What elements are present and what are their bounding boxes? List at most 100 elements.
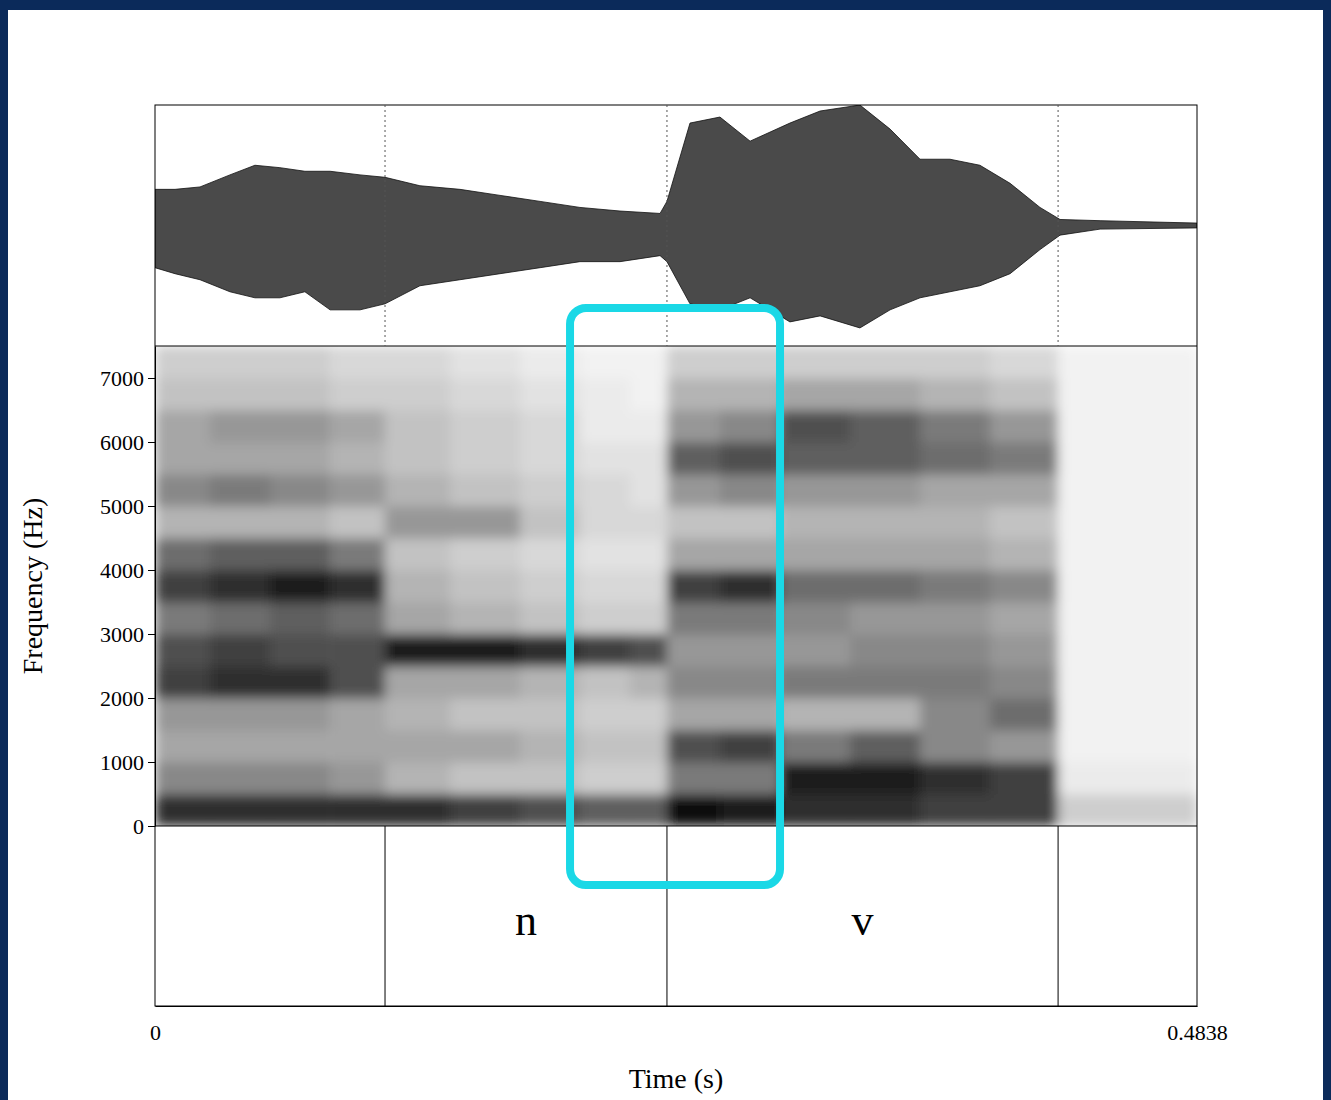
spectrogram-cell — [920, 794, 990, 826]
spectrogram-cell — [920, 698, 990, 731]
spectrogram-cell — [450, 410, 520, 443]
spectrogram-cell — [450, 378, 520, 411]
boundary-dotted — [1058, 105, 1059, 346]
spectrogram-cell — [450, 538, 520, 571]
spectrogram-cell — [850, 378, 920, 411]
spectrogram-cell — [580, 762, 630, 795]
spectrogram-cell — [990, 762, 1059, 795]
spectrogram-cell — [270, 346, 331, 379]
spectrogram-cell — [330, 666, 385, 699]
spectrogram-cell — [720, 474, 781, 507]
spectrogram-cell — [1058, 442, 1197, 475]
spectrogram-cell — [780, 474, 850, 507]
spectrogram-cell — [850, 762, 920, 795]
spectrogram-cell — [450, 730, 520, 763]
y-axis-line — [155, 347, 156, 827]
page-border — [0, 0, 1331, 1100]
spectrogram-cell — [920, 410, 990, 443]
spectrogram-cell — [155, 634, 210, 667]
spectrogram-cell — [155, 602, 210, 635]
y-tick-mark — [148, 378, 155, 379]
spectrogram-cells — [155, 346, 1197, 826]
spectrogram-cell — [385, 538, 451, 571]
y-tick-label: 6000 — [100, 430, 144, 455]
spectrogram-cell — [630, 634, 668, 667]
spectrogram-cell — [580, 474, 630, 507]
spectrogram-cell — [580, 698, 630, 731]
spectrogram-cell — [210, 378, 271, 411]
spectrogram-ground — [155, 346, 1197, 826]
y-tick: 1000 — [100, 750, 155, 775]
spectrogram-cell — [210, 730, 271, 763]
spectrogram-cell — [580, 666, 630, 699]
spectrogram-cell — [450, 762, 520, 795]
spectrogram-cell — [330, 346, 385, 379]
frame-divider — [155, 826, 1197, 827]
spectrogram-cell — [385, 730, 451, 763]
spectrogram-cell — [385, 410, 451, 443]
y-tick: 7000 — [100, 366, 155, 391]
spectrogram-cell — [850, 730, 920, 763]
y-tick-label: 7000 — [100, 366, 144, 391]
frame — [155, 105, 1197, 1006]
spectrogram-cell — [580, 378, 630, 411]
y-tick-mark — [148, 698, 155, 699]
spectrogram-cell — [155, 538, 210, 571]
spectrogram-cell — [385, 698, 451, 731]
spectrogram-cell — [580, 506, 630, 539]
y-tick-label: 0 — [133, 814, 144, 839]
y-tick: 3000 — [100, 622, 155, 647]
spectrogram-cell — [990, 570, 1059, 603]
spectrogram-cell — [270, 762, 331, 795]
spectrogram-cell — [580, 346, 630, 379]
spectrogram-cell — [385, 378, 451, 411]
spectrogram-cell — [667, 698, 720, 731]
spectrogram-cell — [580, 410, 630, 443]
spectrogram-cell — [850, 794, 920, 826]
spectrogram-cell — [850, 666, 920, 699]
spectrogram-cell — [990, 794, 1059, 826]
spectrogram-cell — [850, 410, 920, 443]
spectrogram-cell — [155, 442, 210, 475]
spectrogram-cell — [580, 602, 630, 635]
spectrogram-cell — [270, 794, 331, 826]
spectrogram-cell — [155, 762, 210, 795]
boundaries — [385, 105, 1058, 1006]
spectrogram-cell — [990, 378, 1059, 411]
spectrogram-cell — [270, 602, 331, 635]
spectrogram-cell — [1058, 762, 1197, 795]
spectrogram-cell — [630, 474, 668, 507]
spectrogram-cell — [720, 634, 781, 667]
spectrogram-cell — [330, 730, 385, 763]
spectrogram-cell — [270, 730, 331, 763]
spectrogram-cell — [330, 698, 385, 731]
spectrogram-cell — [920, 570, 990, 603]
spectrogram-cell — [450, 474, 520, 507]
y-axis: 01000200030004000500060007000 — [100, 347, 156, 839]
spectrogram-cell — [850, 538, 920, 571]
spectrogram-cell — [330, 602, 385, 635]
spectrogram-cell — [210, 538, 271, 571]
spectrogram-cell — [330, 762, 385, 795]
spectrogram-cell — [667, 378, 720, 411]
spectrogram-cell — [667, 794, 720, 826]
spectrogram-cell — [990, 442, 1059, 475]
spectrogram-cell — [630, 794, 668, 826]
spectrogram-cell — [990, 410, 1059, 443]
spectrogram-cell — [630, 730, 668, 763]
spectrogram-cell — [780, 762, 850, 795]
spectrogram-cell — [155, 730, 210, 763]
x-axis: 00.4838 — [150, 1006, 1228, 1045]
spectrogram-cell — [330, 538, 385, 571]
spectrogram-cell — [385, 570, 451, 603]
spectrogram-cell — [580, 794, 630, 826]
interval-label: n — [515, 896, 537, 945]
spectrogram-cell — [1058, 602, 1197, 635]
spectrogram-cell — [580, 730, 630, 763]
y-tick-label: 5000 — [100, 494, 144, 519]
spectrogram-cell — [210, 762, 271, 795]
spectrogram-cell — [385, 346, 451, 379]
spectrogram-cell — [630, 506, 668, 539]
spectrogram-cell — [270, 474, 331, 507]
spectrogram-cell — [990, 634, 1059, 667]
